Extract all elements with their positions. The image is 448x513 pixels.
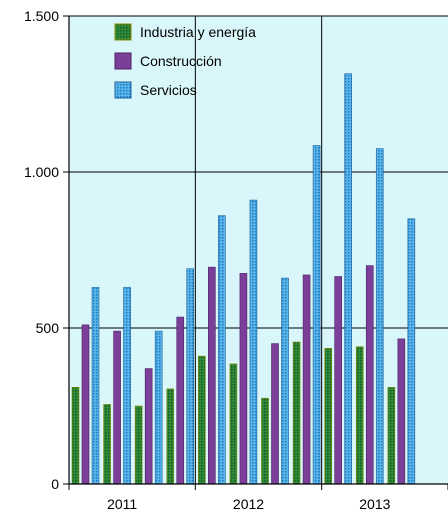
legend-swatch-servicios — [114, 81, 132, 99]
legend-label-industria: Industria y energía — [140, 24, 256, 40]
bar-Industria y energía-2011-T2 — [103, 404, 111, 485]
bar-Industria y energía-2012-T1 — [198, 355, 206, 485]
bar-Servicios-2013-T2 — [375, 148, 384, 485]
bar-Industria y energía-2013-T2 — [355, 346, 364, 485]
bar-Construcción-2012-T1 — [208, 266, 216, 485]
legend-label-servicios: Servicios — [140, 82, 197, 98]
bar-Industria y energía-2012-T2 — [229, 363, 238, 485]
bar-Construcción-2013-T1 — [334, 276, 342, 485]
legend-swatch-industria — [114, 23, 132, 41]
bar-Construcción-2012-T4 — [302, 274, 311, 485]
bar-Servicios-2011-T2 — [123, 287, 131, 485]
y-tick-labels: 0 500 1.000 1.500 — [24, 8, 59, 492]
bar-Servicios-2012-T4 — [312, 145, 321, 485]
bar-Construcción-2011-T1 — [81, 324, 90, 485]
bar-Servicios-2011-T3 — [154, 330, 163, 485]
bar-Industria y energía-2011-T3 — [134, 405, 143, 485]
legend-label-construccion: Construcción — [140, 53, 222, 69]
bar-Industria y energía-2013-T3 — [387, 386, 396, 485]
bar-Construcción-2013-T3 — [397, 338, 406, 485]
y-tick-label-0: 0 — [51, 476, 59, 492]
bar-Industria y energía-2012-T3 — [261, 397, 269, 485]
bar-Construcción-2013-T2 — [365, 265, 374, 485]
y-tick-label-2: 1.000 — [24, 164, 59, 180]
axes — [63, 15, 448, 490]
bar-Servicios-2013-T3 — [407, 218, 416, 485]
x-tick-labels: 2011 2012 2013 — [107, 496, 391, 512]
bar-Construcción-2011-T2 — [113, 330, 121, 485]
legend-swatch-construccion — [114, 52, 132, 70]
bar-Construcción-2011-T4 — [176, 316, 185, 485]
plot-background — [69, 16, 448, 484]
bar-Industria y energía-2011-T1 — [71, 386, 80, 485]
bar-Construcción-2012-T3 — [271, 343, 279, 485]
grid — [69, 15, 448, 484]
bar-Industria y energía-2012-T4 — [292, 341, 301, 485]
bar-Servicios-2012-T1 — [218, 215, 226, 485]
bar-Servicios-2012-T2 — [249, 199, 258, 485]
legend: Industria y energía Construcción Servici… — [114, 23, 256, 99]
bar-Servicios-2012-T3 — [281, 277, 289, 485]
bar-Industria y energía-2013-T1 — [324, 347, 332, 485]
bar-Servicios-2011-T1 — [91, 287, 100, 485]
bar-Servicios-2011-T4 — [186, 268, 195, 485]
bar-Servicios-2013-T1 — [344, 73, 352, 485]
x-tick-label-2011: 2011 — [107, 496, 137, 512]
bar-Construcción-2012-T2 — [239, 273, 248, 485]
bar-Industria y energía-2011-T4 — [166, 388, 175, 485]
y-tick-label-1: 500 — [36, 320, 60, 336]
x-tick-label-2012: 2012 — [233, 496, 264, 512]
y-tick-label-3: 1.500 — [24, 8, 59, 24]
bar-Construcción-2011-T3 — [144, 368, 153, 485]
x-tick-label-2013: 2013 — [359, 496, 390, 512]
